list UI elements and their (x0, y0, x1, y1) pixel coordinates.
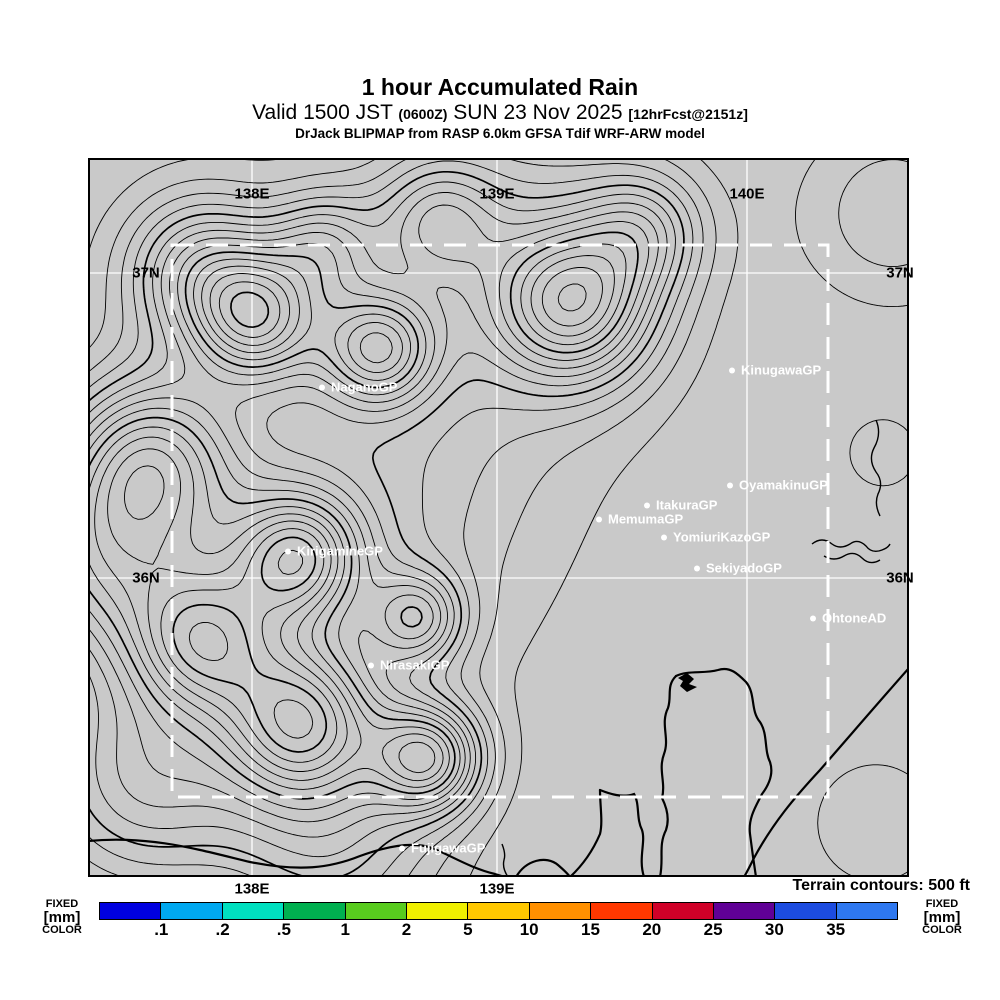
colorbar-segment (284, 903, 346, 919)
terrain-contour-map (86, 157, 914, 879)
colorbar-segment (591, 903, 653, 919)
valid-zulu: (0600Z) (398, 106, 448, 122)
colorbar-segment (406, 903, 469, 919)
colorbar-tick: 15 (581, 920, 600, 939)
domain-boundary-box (170, 243, 830, 799)
forecast-tag: [12hrFcst@2151z] (628, 106, 748, 122)
colorbar-segment (775, 903, 837, 919)
valid-time-line: Valid 1500 JST (0600Z) SUN 23 Nov 2025 [… (0, 101, 1000, 125)
colorbar-segment (529, 903, 592, 919)
fixed-label: FIXED (925, 898, 959, 910)
meridian-label-bottom: 138E (234, 880, 270, 898)
colorbar (99, 902, 898, 920)
riverlake (811, 539, 891, 553)
terrain-contours-thin (87, 157, 914, 879)
valid-date: SUN 23 Nov 2025 (453, 101, 623, 124)
coastline (674, 667, 773, 879)
unit-label: [mm] (923, 909, 961, 926)
colorbar-segment (100, 903, 162, 919)
colorbar-tick: .5 (276, 920, 291, 939)
coastline (568, 788, 603, 879)
colorbar-tick: 25 (703, 920, 723, 939)
map-border (88, 158, 909, 877)
colorbar-tick: 30 (764, 920, 784, 939)
colorbar-tick: .1 (154, 920, 169, 939)
colorbar-tick: 20 (642, 920, 662, 939)
valid-time: Valid 1500 JST (252, 101, 393, 124)
coastline (658, 674, 678, 879)
map-frame (86, 157, 914, 879)
colorbar-segment (222, 903, 285, 919)
terrain-contours-thick (87, 170, 685, 879)
model-line: DrJack BLIPMAP from RASP 6.0km GFSA Tdif… (295, 126, 705, 141)
colorbar-segment (468, 903, 530, 919)
map-title: 1 hour Accumulated Rain (361, 74, 639, 100)
land-background (88, 158, 909, 877)
colorbar-unit-right: FIXED [mm] COLOR (916, 899, 968, 936)
colorbar-tick: 35 (826, 920, 846, 939)
colorbar-tick: 2 (401, 920, 412, 939)
river (501, 843, 509, 878)
colorbar-segment (161, 903, 223, 919)
colorbar-ticks: .1.2.5 1 2 5 10 15 20 25 30 35 (100, 920, 897, 940)
colorbar-segment (713, 903, 776, 919)
tokyo-port-detail (678, 673, 697, 692)
color-label: COLOR (922, 924, 962, 936)
unit-label: [mm] (43, 909, 81, 926)
coastline (514, 858, 572, 879)
colorbar-unit-left: FIXED [mm] COLOR (36, 899, 88, 936)
colorbar-tick: 10 (519, 920, 539, 939)
colorbar-tick: 1 (340, 920, 350, 939)
colorbar-segment (652, 903, 714, 919)
riverlake (823, 552, 881, 564)
colorbar-segment (836, 903, 898, 919)
coastline (598, 788, 646, 879)
meridian-label-bottom: 139E (479, 880, 515, 898)
coastline (86, 838, 507, 879)
river (870, 419, 882, 517)
colorbar-tick: 5 (463, 920, 473, 939)
colorbar-tick: .2 (215, 920, 230, 939)
color-label: COLOR (42, 924, 82, 936)
colorbar-segment (345, 903, 407, 919)
terrain-contours-note: Terrain contours: 500 ft (792, 877, 970, 894)
fixed-label: FIXED (45, 898, 79, 910)
